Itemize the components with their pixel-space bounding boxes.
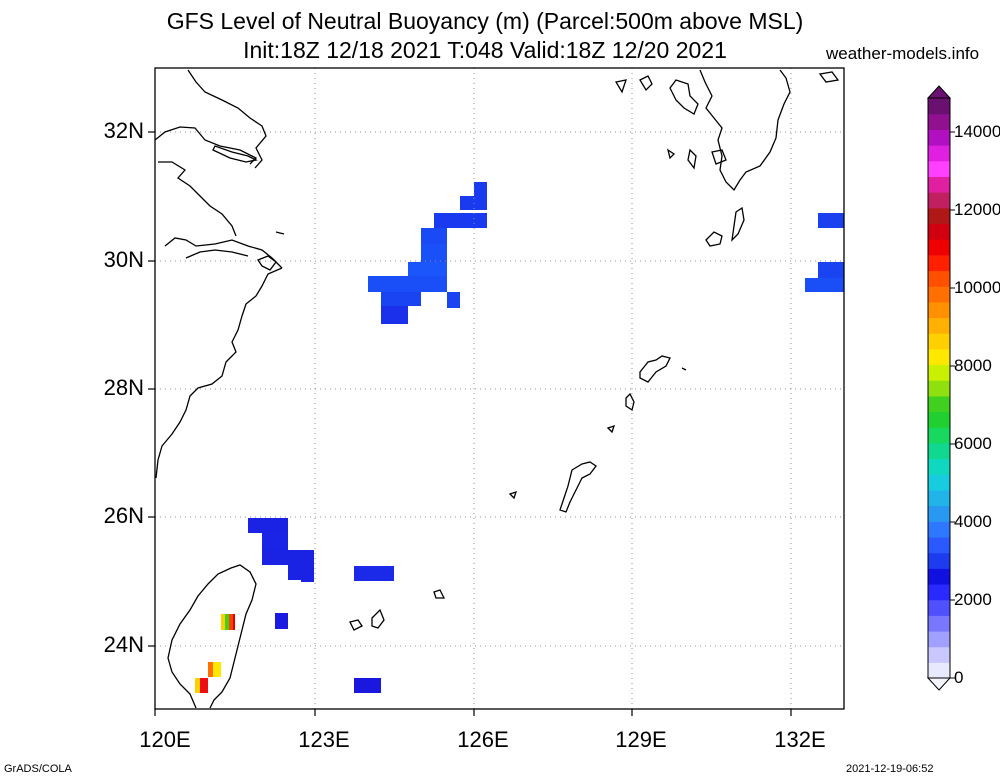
chart-title-line2: Init:18Z 12/18 2021 T:048 Valid:18Z 12/2…	[243, 37, 727, 63]
colorbar-bottom-arrow	[926, 677, 952, 691]
colorbar-segment	[928, 380, 950, 397]
coastlines	[154, 69, 840, 709]
colorbar-segment	[928, 630, 950, 648]
colorbar-segment	[928, 489, 950, 507]
colorbar-segment	[928, 427, 950, 444]
lat-label: 26N	[103, 503, 144, 528]
lat-label: 30N	[103, 247, 144, 272]
colorbar-label: 8000	[954, 356, 992, 375]
colorbar-segment	[928, 442, 950, 460]
lon-label: 129E	[615, 727, 667, 752]
colorbar-segment	[928, 192, 950, 209]
grid-lines	[155, 68, 844, 709]
colorbar-segment	[928, 160, 950, 177]
colorbar-segment	[928, 646, 950, 663]
colorbar-segment	[928, 474, 950, 491]
colorbar-segment	[928, 615, 950, 632]
colorbar-segment	[928, 223, 950, 240]
colorbar-label: 14000	[954, 122, 1000, 141]
colorbar-top-arrow	[926, 85, 952, 99]
colorbar-segment	[928, 411, 950, 428]
colorbar-segment	[928, 505, 950, 522]
colorbar-segment	[928, 286, 950, 303]
colorbar-segment	[928, 536, 950, 554]
lnb-shading	[195, 182, 844, 693]
colorbar-label: 2000	[954, 590, 992, 609]
colorbar-segment	[928, 317, 950, 334]
site-credit: weather-models.info	[826, 44, 980, 63]
colorbar-segment	[928, 207, 950, 225]
lon-label: 123E	[298, 727, 350, 752]
lon-label: 120E	[139, 727, 191, 752]
colorbar-segment	[928, 521, 950, 538]
footer-timestamp: 2021-12-19-06:52	[846, 763, 934, 775]
lat-label: 24N	[103, 632, 144, 657]
chart-title-line1: GFS Level of Neutral Buoyancy (m) (Parce…	[166, 8, 804, 34]
tick-marks	[148, 131, 792, 716]
colorbar-segment	[928, 129, 950, 146]
colorbar-segment	[928, 254, 950, 272]
footer-left: GrADS/COLA	[4, 763, 72, 775]
colorbar-segment	[928, 145, 950, 162]
colorbar-segment	[928, 599, 950, 616]
colorbar-segment	[928, 395, 950, 413]
colorbar-segment	[928, 98, 950, 115]
colorbar-label: 6000	[954, 434, 992, 453]
colorbar-segment	[928, 113, 950, 130]
lat-label: 28N	[103, 375, 144, 400]
colorbar-segment	[928, 239, 950, 256]
colorbar-label: 12000	[954, 200, 1000, 219]
colorbar-segment	[928, 176, 950, 193]
colorbar-segment	[928, 301, 950, 319]
colorbar-label: 10000	[954, 278, 1000, 297]
colorbar-segment	[928, 270, 950, 287]
colorbar-segment	[928, 552, 950, 569]
colorbar-segment	[928, 583, 950, 601]
colorbar-segment	[928, 662, 950, 679]
colorbar-segment	[928, 568, 950, 585]
colorbar-segment	[928, 333, 950, 350]
colorbar	[926, 85, 955, 691]
colorbar-segment	[928, 458, 950, 475]
colorbar-segment	[928, 364, 950, 381]
colorbar-label: 4000	[954, 512, 992, 531]
colorbar-label: 0	[954, 668, 964, 687]
lat-label: 32N	[103, 118, 144, 143]
lon-label: 126E	[457, 727, 509, 752]
lon-label: 132E	[774, 727, 826, 752]
colorbar-segment	[928, 348, 950, 366]
